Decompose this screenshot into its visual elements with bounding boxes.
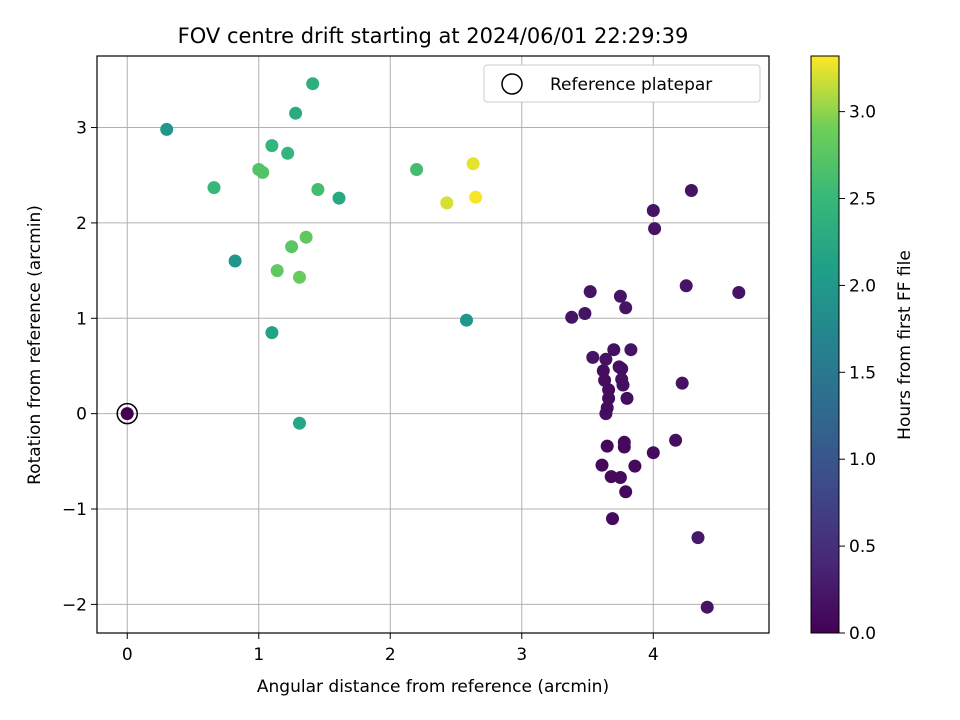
- data-point: [293, 416, 306, 430]
- data-point: [607, 343, 621, 357]
- data-point: [332, 191, 346, 205]
- data-point: [583, 285, 597, 299]
- data-point: [624, 343, 638, 357]
- plot-frame: [96, 55, 770, 634]
- y-axis-label: Rotation from reference (arcmin): [25, 205, 45, 485]
- data-point: [265, 139, 279, 153]
- x-tick-label: 0: [122, 645, 133, 665]
- data-point: [620, 391, 634, 405]
- data-point: [598, 373, 612, 387]
- data-point: [619, 485, 633, 499]
- data-point: [646, 204, 660, 217]
- data-point: [732, 286, 746, 299]
- colorbar-tick-label: 2.0: [849, 276, 876, 296]
- data-point: [617, 440, 631, 454]
- data-point: [306, 77, 320, 91]
- data-point: [613, 289, 627, 303]
- data-point: [270, 264, 284, 278]
- colorbar-tick-label: 2.5: [849, 190, 876, 210]
- data-point: [675, 376, 689, 390]
- legend-box: [483, 64, 761, 103]
- data-point: [679, 279, 693, 293]
- y-tick-label: −2: [62, 595, 87, 615]
- legend: Reference platepar: [483, 64, 761, 103]
- grid-lines: [97, 56, 769, 633]
- data-point: [615, 362, 629, 376]
- data-point: [606, 512, 619, 526]
- colorbar-tick-label: 1.5: [849, 363, 876, 383]
- data-point: [628, 459, 642, 473]
- data-point: [648, 222, 662, 236]
- data-point: [460, 313, 473, 327]
- data-point: [613, 471, 627, 484]
- data-point: [691, 531, 705, 545]
- data-point: [281, 146, 295, 160]
- data-point: [265, 326, 279, 340]
- colorbar-tick-label: 1.0: [849, 450, 876, 470]
- data-point: [285, 240, 299, 254]
- data-point: [469, 190, 483, 204]
- data-point: [596, 364, 610, 378]
- data-point: [600, 401, 614, 415]
- x-tick-label: 2: [385, 645, 396, 665]
- x-axis-ticks: 0 1 2 3 4: [122, 633, 659, 665]
- x-tick-label: 3: [516, 645, 527, 665]
- y-tick-label: 3: [76, 119, 87, 139]
- x-axis-label: Angular distance from reference (arcmin): [257, 677, 609, 697]
- data-point: [293, 270, 306, 284]
- data-point: [599, 352, 613, 366]
- colorbar-tick-label: 3.0: [849, 103, 876, 123]
- y-tick-label: 0: [76, 405, 87, 425]
- colorbar: [810, 55, 840, 634]
- y-axis-ticks: −2 −1 0 1 2 3: [62, 119, 97, 615]
- data-point: [466, 157, 480, 171]
- data-point: [289, 106, 303, 120]
- y-tick-label: 1: [76, 309, 87, 329]
- reference-marker: [116, 402, 138, 425]
- data-point: [565, 310, 579, 324]
- colorbar-ticks: 0.0 0.5 1.0 1.5 2.0 2.5 3.0: [839, 103, 876, 644]
- data-point: [160, 122, 174, 136]
- data-point: [646, 446, 660, 460]
- data-point: [299, 230, 313, 244]
- data-point: [586, 350, 600, 364]
- data-point: [615, 372, 629, 386]
- data-point: [120, 407, 134, 421]
- x-tick-label: 4: [648, 645, 659, 665]
- chart-title: FOV centre drift starting at 2024/06/01 …: [178, 24, 689, 48]
- data-point: [440, 196, 454, 210]
- data-point: [619, 301, 633, 315]
- y-tick-label: −1: [62, 500, 87, 520]
- data-point: [595, 458, 609, 472]
- data-point: [311, 183, 325, 196]
- data-point: [256, 165, 270, 179]
- legend-label: Reference platepar: [550, 75, 712, 95]
- colorbar-tick-label: 0.0: [849, 624, 876, 644]
- y-tick-label: 2: [76, 214, 87, 234]
- data-point: [684, 184, 698, 197]
- legend-marker: [501, 73, 523, 95]
- colorbar-label: Hours from first FF file: [895, 250, 915, 440]
- data-point: [207, 181, 221, 195]
- data-point: [700, 600, 714, 614]
- data-point: [410, 163, 424, 176]
- x-tick-label: 1: [253, 645, 264, 665]
- reference-platepar-marker: [116, 402, 138, 425]
- data-point: [669, 433, 683, 447]
- colorbar-tick-label: 0.5: [849, 537, 876, 557]
- data-point: [600, 439, 614, 453]
- data-point: [578, 307, 592, 320]
- scatter-points: [120, 77, 746, 614]
- data-point: [228, 254, 242, 268]
